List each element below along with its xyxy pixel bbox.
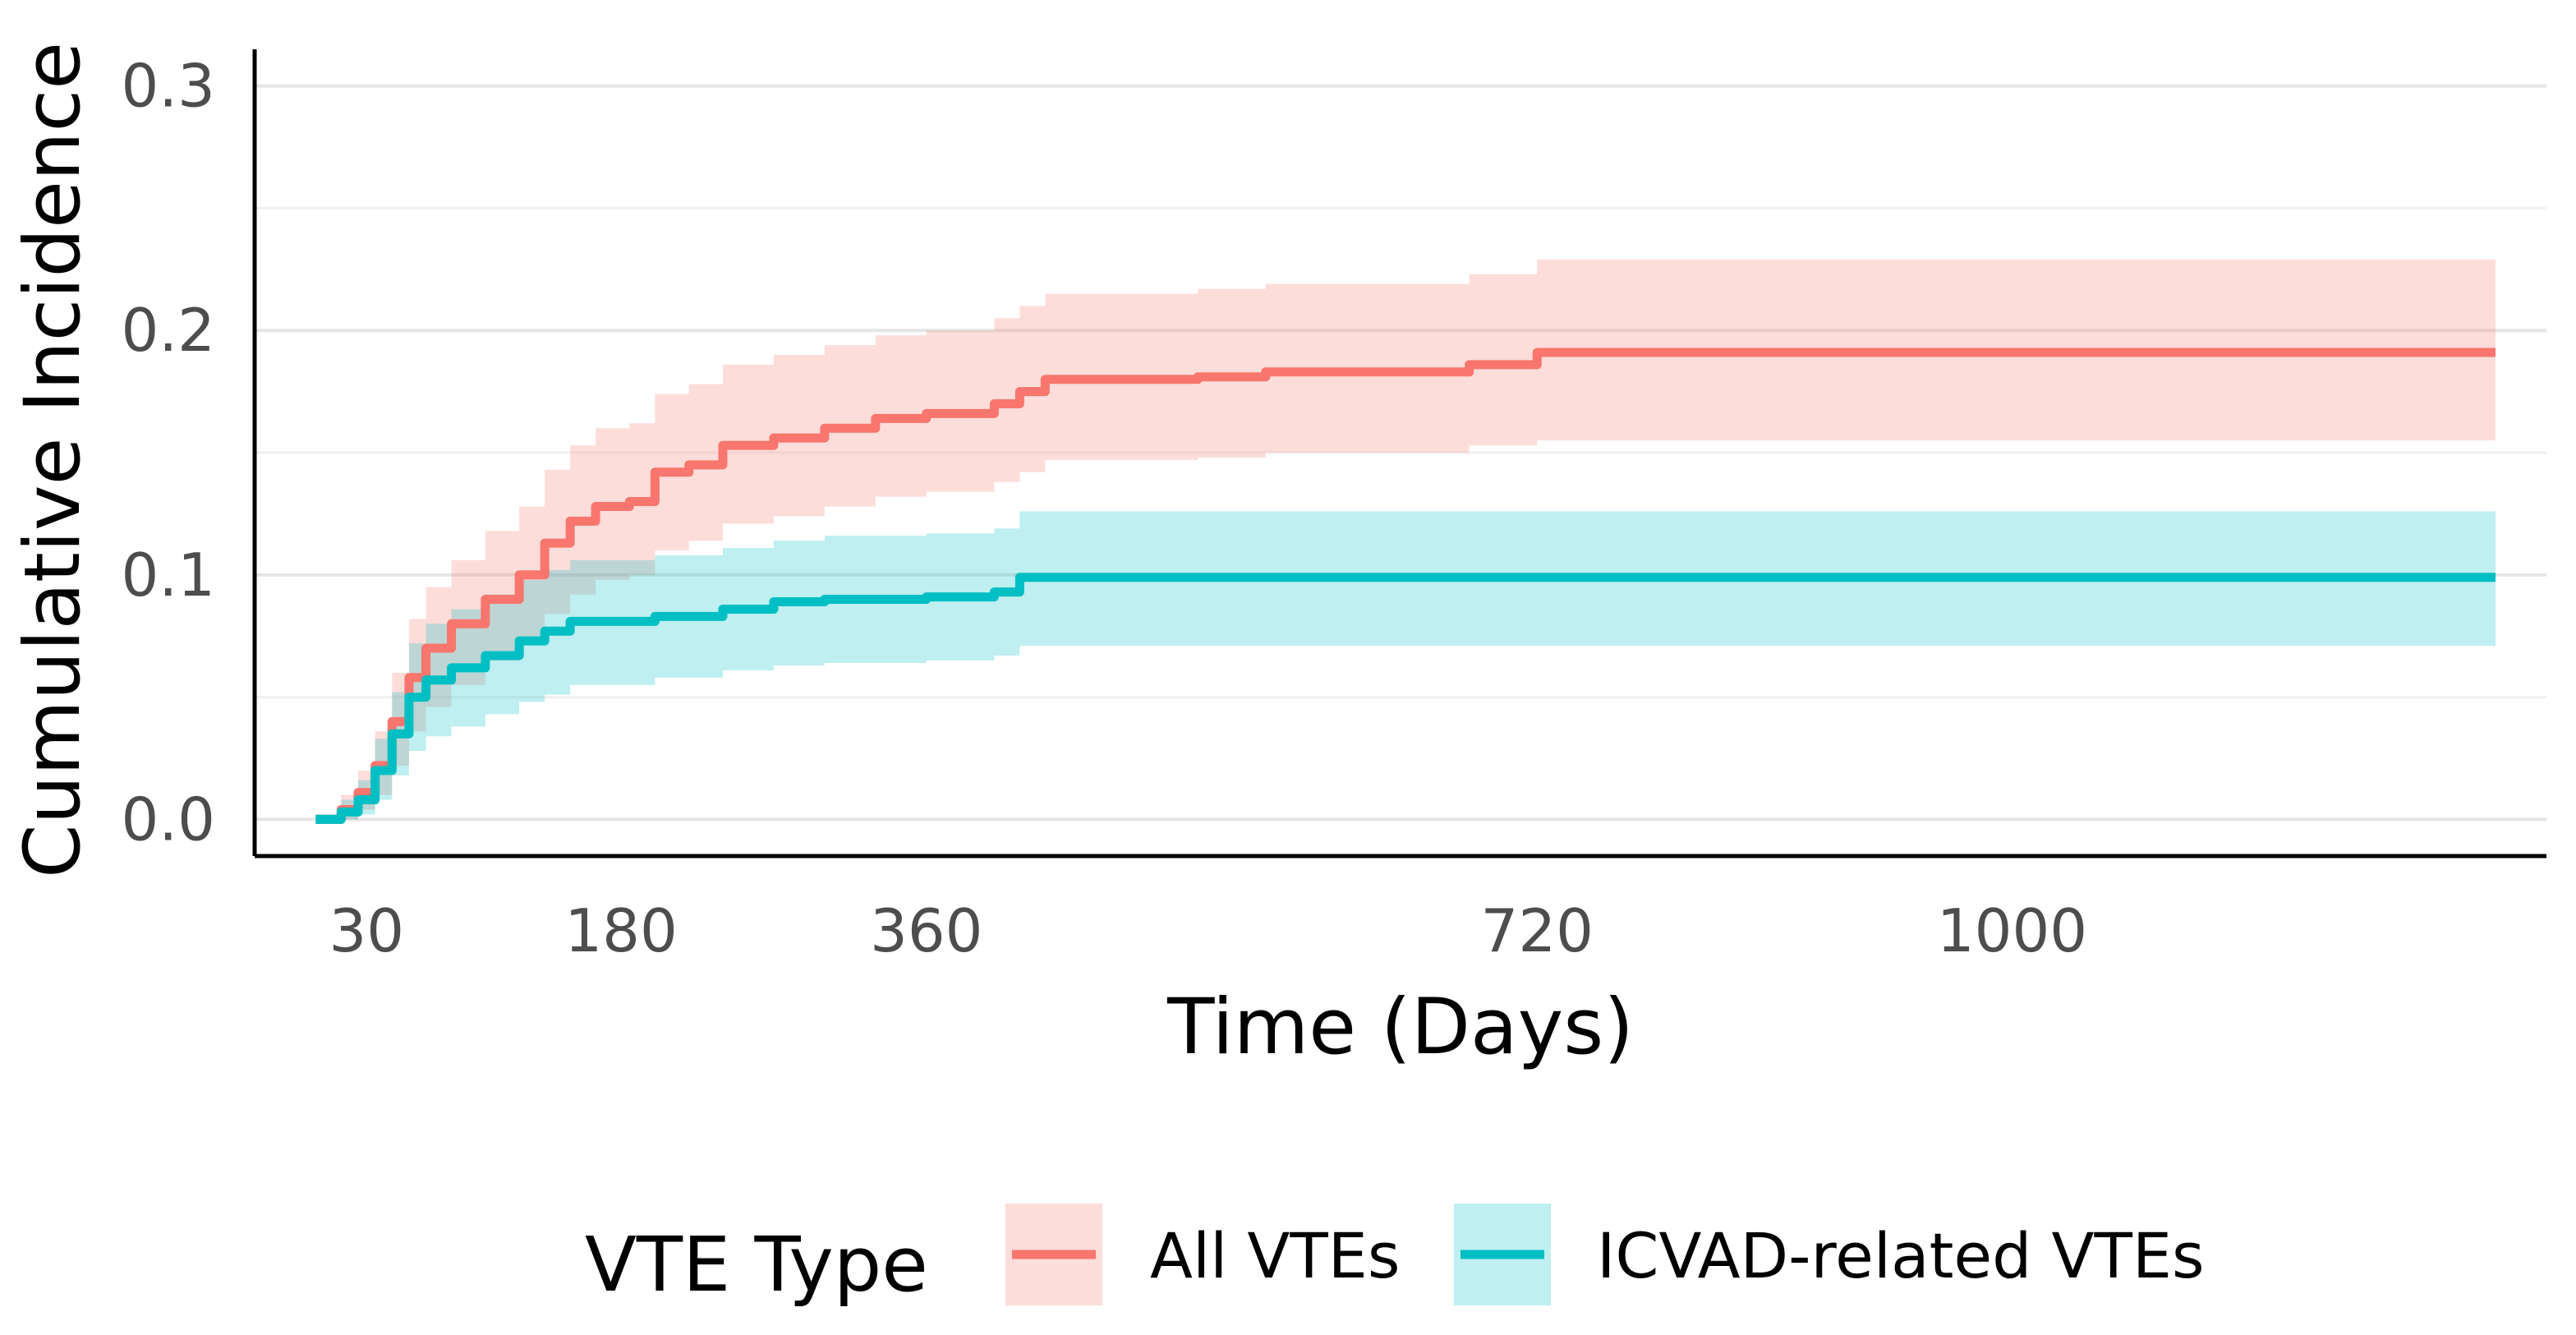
axes	[252, 49, 2546, 859]
x-tick-label: 30	[329, 896, 404, 965]
legend-label-1: ICVAD-related VTEs	[1597, 1219, 2205, 1292]
y-tick-label: 0.1	[121, 541, 215, 610]
confidence-bands	[315, 259, 2496, 820]
y-tick-label: 0.3	[121, 52, 215, 121]
confidence-band-0	[315, 259, 2496, 820]
y-tick-label: 0.0	[121, 785, 215, 854]
legend-title: VTE Type	[585, 1221, 928, 1309]
series-lines	[315, 348, 2496, 824]
x-tick-label: 720	[1481, 896, 1594, 965]
y-tick-label: 0.2	[121, 296, 215, 365]
legend-label-0: All VTEs	[1150, 1219, 1400, 1292]
legend: VTE Type All VTEs ICVAD-related VTEs	[585, 1204, 2205, 1309]
y-axis-title: Cumulative Incidence	[8, 42, 98, 878]
x-tick-label: 360	[870, 896, 982, 965]
x-tick-labels: 30 180 360 720 1000	[329, 896, 2087, 965]
x-tick-label: 1000	[1937, 896, 2087, 965]
confidence-band-1	[315, 511, 2496, 820]
x-axis-title: Time (Days)	[1166, 983, 1634, 1072]
series-line-1	[315, 573, 2496, 824]
x-tick-label: 180	[564, 896, 677, 965]
y-tick-labels: 0.0 0.1 0.2 0.3	[121, 52, 215, 854]
